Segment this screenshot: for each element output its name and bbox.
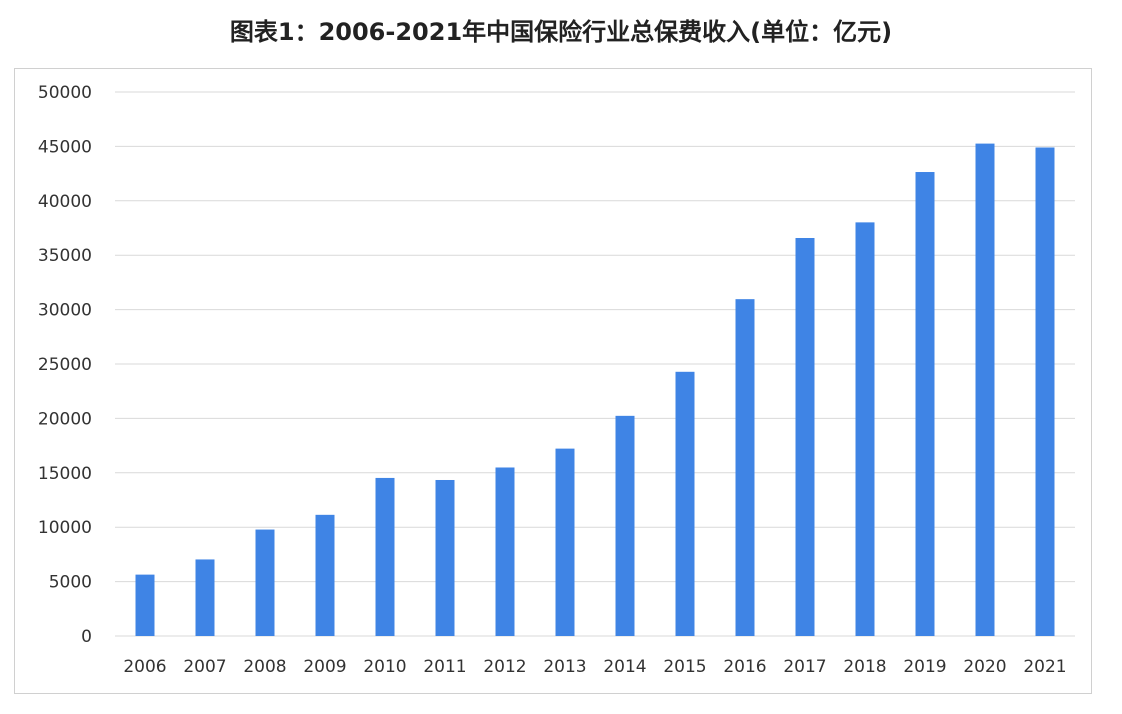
y-tick-label: 25000 xyxy=(38,355,92,375)
x-tick-label: 2015 xyxy=(663,657,706,677)
y-tick-label: 10000 xyxy=(38,518,92,538)
bar xyxy=(315,514,335,636)
bar xyxy=(555,448,575,636)
x-tick-label: 2016 xyxy=(723,657,766,677)
x-tick-label: 2018 xyxy=(843,657,886,677)
bar xyxy=(735,299,755,636)
bar xyxy=(435,479,455,636)
x-tick-label: 2010 xyxy=(363,657,406,677)
bar xyxy=(615,415,635,636)
x-tick-label: 2011 xyxy=(423,657,466,677)
bar xyxy=(675,371,695,636)
bar xyxy=(135,574,155,636)
x-tick-label: 2014 xyxy=(603,657,646,677)
y-tick-label: 15000 xyxy=(38,464,92,484)
x-tick-label: 2020 xyxy=(963,657,1006,677)
bar xyxy=(375,477,395,636)
y-tick-label: 0 xyxy=(81,627,92,647)
y-tick-label: 35000 xyxy=(38,246,92,266)
bar xyxy=(1035,147,1055,636)
bar xyxy=(255,529,275,636)
bar xyxy=(915,172,935,636)
y-tick-label: 20000 xyxy=(38,409,92,429)
x-tick-label: 2009 xyxy=(303,657,346,677)
x-tick-label: 2013 xyxy=(543,657,586,677)
chart-title: 图表1：2006-2021年中国保险行业总保费收入(单位：亿元) xyxy=(229,18,893,46)
x-tick-label: 2006 xyxy=(123,657,166,677)
bar xyxy=(795,237,815,636)
chart-frame xyxy=(14,68,1092,694)
y-tick-label: 50000 xyxy=(38,83,92,103)
x-tick-label: 2008 xyxy=(243,657,286,677)
y-tick-label: 40000 xyxy=(38,192,92,212)
y-tick-label: 45000 xyxy=(38,137,92,157)
bar xyxy=(855,222,875,636)
x-tick-label: 2012 xyxy=(483,657,526,677)
y-tick-label: 30000 xyxy=(38,301,92,321)
bar xyxy=(495,467,515,636)
x-tick-label: 2021 xyxy=(1023,657,1066,677)
bar xyxy=(195,559,215,636)
y-tick-label: 5000 xyxy=(49,573,92,593)
x-tick-label: 2007 xyxy=(183,657,226,677)
x-tick-label: 2017 xyxy=(783,657,826,677)
x-tick-label: 2019 xyxy=(903,657,946,677)
bar xyxy=(975,143,995,637)
